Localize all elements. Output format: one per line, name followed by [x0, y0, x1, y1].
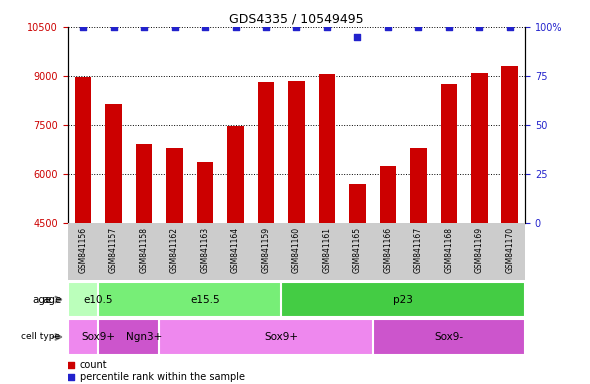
Bar	[471, 73, 488, 369]
Bar	[349, 184, 366, 369]
Bar	[281, 282, 525, 317]
Bar	[68, 282, 129, 317]
Text: age: age	[42, 295, 62, 305]
Text: GSM841165: GSM841165	[353, 227, 362, 273]
Point	[200, 24, 210, 30]
Bar	[502, 66, 518, 369]
Text: age: age	[32, 295, 51, 305]
Bar	[196, 162, 214, 369]
Text: GSM841170: GSM841170	[506, 227, 514, 273]
Point	[66, 374, 76, 380]
Bar	[75, 78, 91, 369]
Text: GSM841159: GSM841159	[261, 227, 270, 273]
Bar	[379, 166, 396, 369]
Point	[170, 24, 179, 30]
Bar	[99, 282, 312, 317]
Text: Ngn3+: Ngn3+	[126, 332, 162, 342]
Bar	[258, 82, 274, 369]
Point	[292, 24, 301, 30]
Text: GSM841169: GSM841169	[475, 227, 484, 273]
Text: GSM841160: GSM841160	[292, 227, 301, 273]
Point	[139, 24, 149, 30]
Bar	[166, 147, 183, 369]
Text: GSM841162: GSM841162	[170, 227, 179, 273]
Text: GSM841158: GSM841158	[140, 227, 149, 273]
Point	[231, 24, 240, 30]
Text: GSM841166: GSM841166	[384, 227, 392, 273]
Bar	[99, 319, 190, 355]
Bar	[319, 74, 335, 369]
Bar	[136, 144, 152, 369]
Bar	[441, 84, 457, 369]
Point	[384, 24, 393, 30]
Text: e10.5: e10.5	[84, 295, 113, 305]
Point	[505, 24, 514, 30]
Bar	[105, 104, 122, 369]
Text: count: count	[80, 360, 107, 370]
Text: Sox9+: Sox9+	[264, 332, 298, 342]
Text: Sox9+: Sox9+	[81, 332, 115, 342]
Bar	[159, 319, 403, 355]
Point	[414, 24, 423, 30]
Point	[109, 24, 118, 30]
Bar	[373, 319, 525, 355]
Bar	[288, 81, 305, 369]
Text: GSM841157: GSM841157	[109, 227, 118, 273]
Text: percentile rank within the sample: percentile rank within the sample	[80, 372, 245, 382]
Bar	[410, 147, 427, 369]
Text: GSM841161: GSM841161	[323, 227, 332, 273]
Text: Sox9-: Sox9-	[434, 332, 464, 342]
Text: e15.5: e15.5	[190, 295, 220, 305]
Title: GDS4335 / 10549495: GDS4335 / 10549495	[229, 13, 364, 26]
Point	[66, 362, 76, 368]
Text: GSM841164: GSM841164	[231, 227, 240, 273]
Point	[78, 24, 88, 30]
Point	[474, 24, 484, 30]
Point	[261, 24, 271, 30]
Point	[353, 34, 362, 40]
Text: GSM841163: GSM841163	[201, 227, 209, 273]
Text: p23: p23	[393, 295, 413, 305]
Text: GSM841167: GSM841167	[414, 227, 423, 273]
Text: GSM841156: GSM841156	[78, 227, 87, 273]
Text: GSM841168: GSM841168	[444, 227, 453, 273]
Point	[322, 24, 332, 30]
Bar	[227, 126, 244, 369]
Point	[444, 24, 454, 30]
Text: cell type: cell type	[21, 333, 60, 341]
Bar	[68, 319, 129, 355]
